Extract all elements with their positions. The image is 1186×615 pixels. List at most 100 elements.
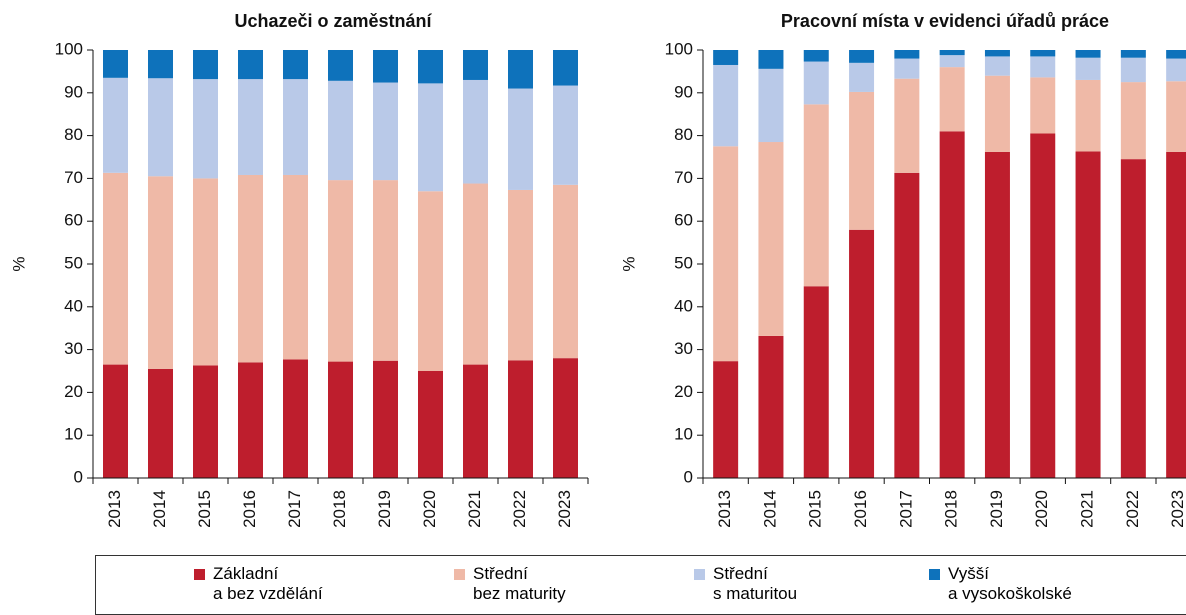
bar-segment (1075, 79, 1101, 152)
bar-segment (193, 79, 218, 179)
bar-segment (984, 75, 1010, 152)
bar-segment (1030, 56, 1056, 78)
bar-segment (103, 364, 128, 478)
y-tick-label: 50 (64, 253, 83, 272)
y-tick-label: 60 (674, 211, 693, 230)
x-tick-label: 2020 (1032, 490, 1051, 528)
bar-segment (283, 174, 308, 360)
x-tick-label: 2018 (330, 490, 349, 528)
bar-segment (148, 78, 173, 177)
legend-entry: Střední s maturitou (694, 564, 797, 604)
x-tick-label: 2016 (851, 490, 870, 528)
bar-segment (849, 91, 875, 230)
x-tick-label: 2014 (150, 490, 169, 528)
bar-segment (418, 83, 443, 192)
bar-segment (1075, 151, 1101, 478)
bar-segment (328, 50, 353, 81)
bar-segment (193, 365, 218, 478)
x-tick-label: 2017 (285, 490, 304, 528)
bar-segment (1075, 50, 1101, 58)
bar-segment (939, 67, 965, 132)
y-tick-label: 90 (674, 82, 693, 101)
bar-segment (148, 50, 173, 79)
legend-label: Střední bez maturity (473, 564, 566, 603)
bar-segment (894, 50, 920, 59)
bar-segment (103, 172, 128, 365)
bar-segment (463, 79, 488, 184)
bar-segment (553, 85, 578, 185)
x-tick-label: 2020 (420, 490, 439, 528)
bar-segment (283, 50, 308, 80)
legend-label: Základní a bez vzdělání (213, 564, 323, 603)
bar-segment (238, 362, 263, 478)
bar-segment (1120, 57, 1146, 83)
legend-swatch (194, 569, 205, 580)
legend-swatch (929, 569, 940, 580)
y-tick-label: 40 (64, 296, 83, 315)
bar-segment (1120, 50, 1146, 58)
legend-entry: Vyšší a vysokoškolské (929, 564, 1072, 604)
bar-segment (1030, 133, 1056, 478)
bar-segment (713, 146, 739, 362)
bar-segment (713, 361, 739, 478)
bar-segment (1166, 50, 1186, 59)
y-tick-label: 0 (74, 467, 83, 486)
bar-segment (328, 80, 353, 181)
bar-segment (418, 191, 443, 371)
bar-segment (373, 82, 398, 181)
bar-segment (758, 68, 784, 143)
bar-segment (283, 79, 308, 175)
bar-segment (1030, 50, 1056, 57)
legend-swatch (454, 569, 465, 580)
x-tick-label: 2017 (896, 490, 915, 528)
bar-segment (238, 50, 263, 80)
legend: Základní a bez vzdělání Střední bez matur… (95, 555, 1186, 615)
bar-segment (713, 50, 739, 65)
bar-segment (1075, 57, 1101, 80)
x-tick-label: 2022 (1123, 490, 1142, 528)
x-tick-label: 2018 (942, 490, 961, 528)
bar-segment (1166, 58, 1186, 82)
bar-segment (103, 50, 128, 78)
bar-segment (418, 371, 443, 478)
x-tick-label: 2015 (806, 490, 825, 528)
bar-segment (758, 142, 784, 336)
x-tick-label: 2016 (240, 490, 259, 528)
bar-segment (849, 62, 875, 92)
bar-segment (803, 61, 829, 105)
chart-title: Uchazeči o zaměstnání (234, 11, 432, 31)
bar-segment (939, 55, 965, 68)
bar-segment (1166, 151, 1186, 478)
bar-segment (373, 50, 398, 83)
bar-segment (373, 360, 398, 478)
bar-segment (553, 358, 578, 478)
y-tick-label: 70 (64, 168, 83, 187)
y-tick-label: 40 (674, 296, 693, 315)
bar-segment (984, 50, 1010, 57)
bar-segment (1030, 77, 1056, 134)
bar-segment (894, 172, 920, 478)
bar-segment (553, 184, 578, 359)
y-tick-label: 30 (674, 339, 693, 358)
y-tick-label: 100 (55, 39, 83, 58)
bar-segment (463, 50, 488, 80)
bar-segment (103, 77, 128, 173)
bar-segment (508, 50, 533, 89)
y-tick-label: 10 (64, 425, 83, 444)
x-tick-label: 2013 (715, 490, 734, 528)
bar-segment (193, 50, 218, 80)
bar-segment (463, 364, 488, 478)
y-tick-label: 80 (674, 125, 693, 144)
y-tick-label: 80 (64, 125, 83, 144)
bar-segment (328, 361, 353, 478)
bar-segment (894, 78, 920, 173)
bar-segment (193, 178, 218, 366)
bar-segment (894, 58, 920, 79)
bar-segment (238, 79, 263, 175)
bar-segment (508, 360, 533, 478)
bar-segment (238, 174, 263, 363)
legend-entry: Střední bez maturity (454, 564, 566, 604)
bar-segment (803, 50, 829, 62)
bar-segment (1120, 159, 1146, 478)
chart: Uchazeči o zaměstnání% 0 10 20 30 40 50 60 70 80 9… (9, 11, 1186, 528)
